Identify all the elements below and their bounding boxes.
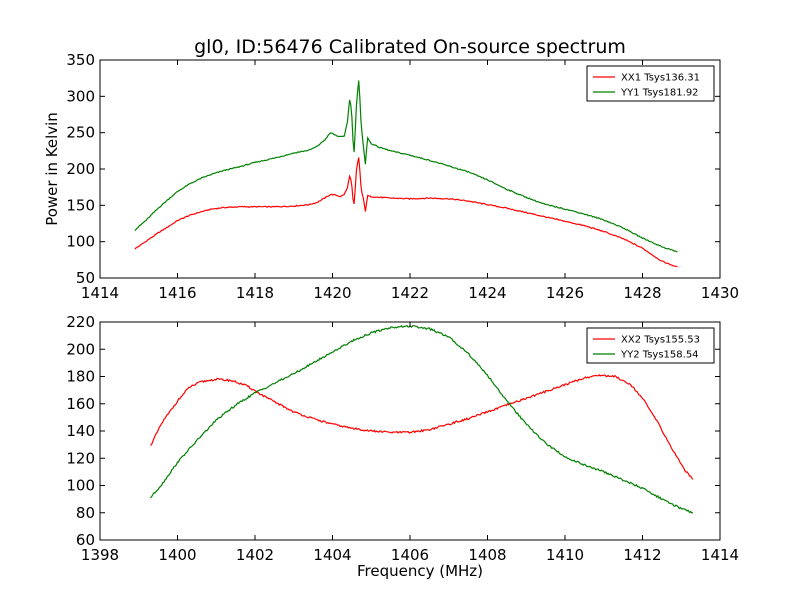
y-tick-label: 60 — [76, 531, 95, 549]
legend: XX2 Tsys155.53 YY2 Tsys158.54 — [586, 327, 715, 364]
chart-panels: 1414 1416 1418 1420 1422 1424 1426 1428 1430 50 10… — [43, 51, 739, 580]
x-tick-label: 1408 — [468, 546, 506, 564]
legend-label: XX1 Tsys136.31 — [621, 73, 700, 84]
chart-panel-1: 1414 1416 1418 1420 1422 1424 1426 1428 1430 50 10… — [43, 51, 739, 302]
x-tick-label: 1404 — [313, 546, 351, 564]
series-line-2 — [134, 80, 678, 253]
x-tick-label: 1402 — [236, 546, 274, 564]
y-tick-label: 300 — [66, 87, 95, 105]
series-group — [150, 324, 694, 514]
y-tick-label: 50 — [76, 269, 95, 287]
x-tick-label: 1414 — [81, 284, 119, 302]
series-line-1 — [150, 373, 694, 480]
x-tick-label: 1424 — [468, 284, 506, 302]
chart-panel-2: 1398 1400 1402 1404 1406 1408 1410 1412 1414 60 80… — [66, 313, 739, 580]
y-tick-label: 140 — [66, 422, 95, 440]
x-tick-label: 1398 — [81, 546, 119, 564]
legend-box — [586, 327, 715, 364]
y-tick-label: 100 — [66, 477, 95, 495]
y-tick-label: 100 — [66, 233, 95, 251]
figure-title: gl0, ID:56476 Calibrated On-source spect… — [194, 36, 626, 58]
x-tick-label: 1426 — [546, 284, 584, 302]
legend-label: YY1 Tsys181.92 — [620, 88, 699, 99]
y-tick-label: 200 — [66, 340, 95, 358]
y-tick-label: 120 — [66, 449, 95, 467]
x-tick-label: 1430 — [701, 284, 739, 302]
x-tick-label: 1416 — [158, 284, 196, 302]
y-tick-label: 200 — [66, 160, 95, 178]
legend-label: YY2 Tsys158.54 — [620, 350, 699, 361]
x-tick-label: 1412 — [623, 546, 661, 564]
y-tick-label: 250 — [66, 124, 95, 142]
legend-box — [586, 65, 715, 102]
y-tick-label: 220 — [66, 313, 95, 331]
x-tick-label: 1414 — [701, 546, 739, 564]
x-tick-label: 1418 — [236, 284, 274, 302]
y-tick-label: 180 — [66, 368, 95, 386]
x-axis-label: Frequency (MHz) — [357, 562, 483, 580]
x-tick-label: 1406 — [391, 546, 429, 564]
x-tick-label: 1420 — [313, 284, 351, 302]
legend: XX1 Tsys136.31 YY1 Tsys181.92 — [586, 65, 715, 102]
x-tick-label: 1400 — [158, 546, 196, 564]
y-tick-label: 150 — [66, 196, 95, 214]
y-tick-label: 350 — [66, 51, 95, 69]
y-tick-label: 80 — [76, 504, 95, 522]
y-axis-label: Power in Kelvin — [43, 112, 61, 226]
y-tick-label: 160 — [66, 395, 95, 413]
series-line-1 — [134, 157, 678, 268]
x-tick-label: 1422 — [391, 284, 429, 302]
x-tick-label: 1410 — [546, 546, 584, 564]
series-line-2 — [150, 324, 694, 514]
series-group — [134, 80, 678, 268]
x-tick-label: 1428 — [623, 284, 661, 302]
legend-label: XX2 Tsys155.53 — [621, 335, 700, 346]
